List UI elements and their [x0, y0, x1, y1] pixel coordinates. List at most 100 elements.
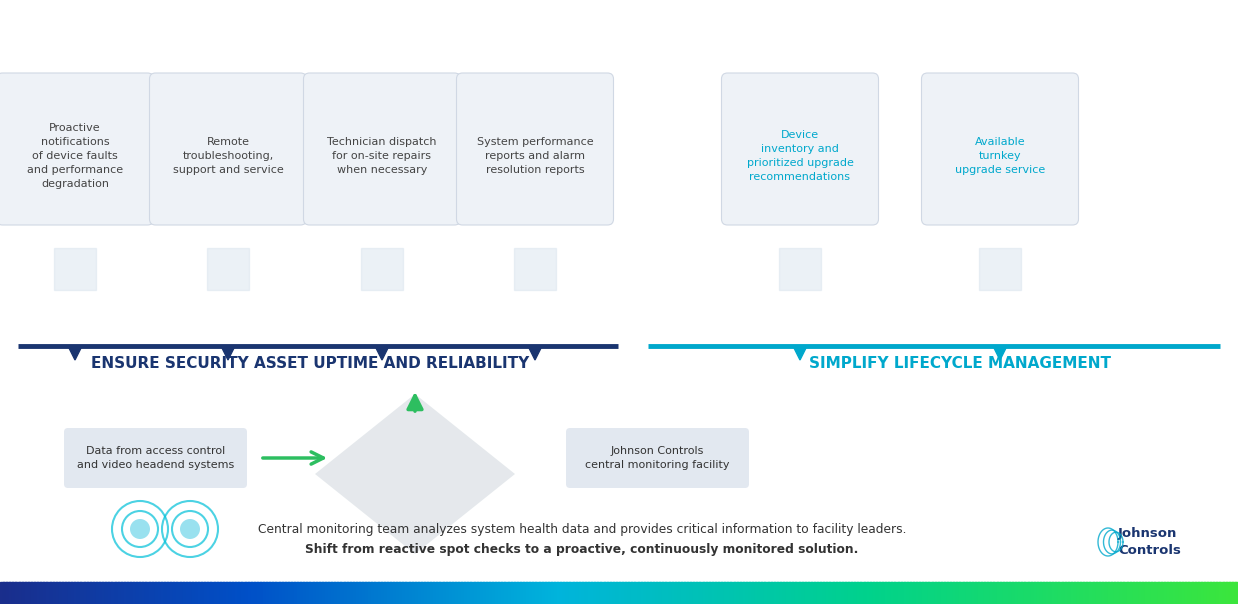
Bar — [1073, 582, 1078, 604]
Bar — [386, 582, 391, 604]
Bar — [50, 582, 53, 604]
Bar — [1174, 582, 1177, 604]
Bar — [225, 582, 230, 604]
Bar — [656, 582, 660, 604]
Bar — [477, 582, 480, 604]
Bar — [699, 582, 703, 604]
Bar — [1158, 582, 1161, 604]
Bar — [480, 582, 484, 604]
Bar — [823, 582, 827, 604]
Bar — [1133, 582, 1136, 604]
Bar — [904, 582, 907, 604]
Bar — [254, 582, 258, 604]
Bar — [761, 582, 765, 604]
Bar — [167, 582, 171, 604]
Bar — [180, 582, 183, 604]
Bar — [468, 582, 472, 604]
Bar — [1160, 582, 1165, 604]
Bar — [365, 582, 369, 604]
Bar — [392, 582, 397, 604]
Bar — [369, 582, 373, 604]
Bar — [161, 582, 165, 604]
Bar — [396, 582, 400, 604]
Bar — [142, 582, 146, 604]
Bar — [275, 582, 280, 604]
Bar — [978, 582, 982, 604]
Bar — [669, 582, 672, 604]
Bar — [220, 582, 224, 604]
Bar — [1201, 582, 1205, 604]
Bar — [873, 582, 877, 604]
Bar — [312, 582, 317, 604]
Bar — [1188, 582, 1192, 604]
Bar — [62, 582, 66, 604]
Bar — [706, 582, 709, 604]
Bar — [1185, 582, 1190, 604]
Bar — [262, 582, 267, 604]
Bar — [1191, 582, 1196, 604]
Bar — [1120, 582, 1124, 604]
Bar — [539, 582, 542, 604]
FancyBboxPatch shape — [64, 428, 248, 488]
Bar — [1108, 582, 1112, 604]
Bar — [1003, 582, 1006, 604]
Bar — [454, 582, 459, 604]
Bar — [1197, 582, 1202, 604]
Bar — [374, 582, 379, 604]
Bar — [641, 582, 645, 604]
Bar — [331, 582, 335, 604]
Bar — [0, 582, 4, 604]
Bar — [815, 582, 818, 604]
Bar — [675, 582, 678, 604]
Bar — [941, 582, 945, 604]
Circle shape — [180, 519, 201, 539]
Bar — [898, 582, 901, 604]
Bar — [844, 582, 849, 604]
Bar — [1040, 582, 1044, 604]
Bar — [993, 582, 998, 604]
Bar — [415, 582, 418, 604]
Bar — [207, 582, 212, 604]
Bar — [972, 582, 976, 604]
Bar — [721, 582, 725, 604]
Polygon shape — [794, 346, 807, 360]
Bar — [1234, 582, 1238, 604]
Bar — [621, 582, 626, 604]
Bar — [1005, 582, 1010, 604]
Bar — [213, 582, 218, 604]
Bar — [956, 582, 961, 604]
Bar — [1092, 582, 1097, 604]
Text: Johnson
Controls: Johnson Controls — [1118, 527, 1181, 556]
Bar — [1213, 582, 1217, 604]
Bar — [198, 582, 202, 604]
Polygon shape — [993, 346, 1006, 360]
Bar — [740, 582, 744, 604]
Bar — [594, 582, 598, 604]
Bar — [733, 582, 738, 604]
Bar — [411, 582, 416, 604]
Bar — [681, 582, 685, 604]
Bar — [19, 582, 22, 604]
Bar — [493, 582, 496, 604]
Bar — [470, 582, 474, 604]
Bar — [1055, 582, 1060, 604]
Bar — [74, 582, 78, 604]
Bar — [848, 582, 852, 604]
Bar — [27, 582, 32, 604]
Bar — [1036, 582, 1041, 604]
Bar — [1195, 582, 1198, 604]
Bar — [764, 582, 769, 604]
Bar — [547, 582, 552, 604]
Bar — [966, 582, 969, 604]
Bar — [560, 582, 565, 604]
Bar — [551, 582, 555, 604]
Bar — [111, 582, 115, 604]
Polygon shape — [527, 346, 542, 360]
Bar — [1065, 582, 1068, 604]
Bar — [683, 582, 688, 604]
Bar — [1127, 582, 1130, 604]
Bar — [1034, 582, 1037, 604]
Bar — [337, 582, 342, 604]
Bar — [1166, 582, 1171, 604]
Bar — [563, 582, 567, 604]
